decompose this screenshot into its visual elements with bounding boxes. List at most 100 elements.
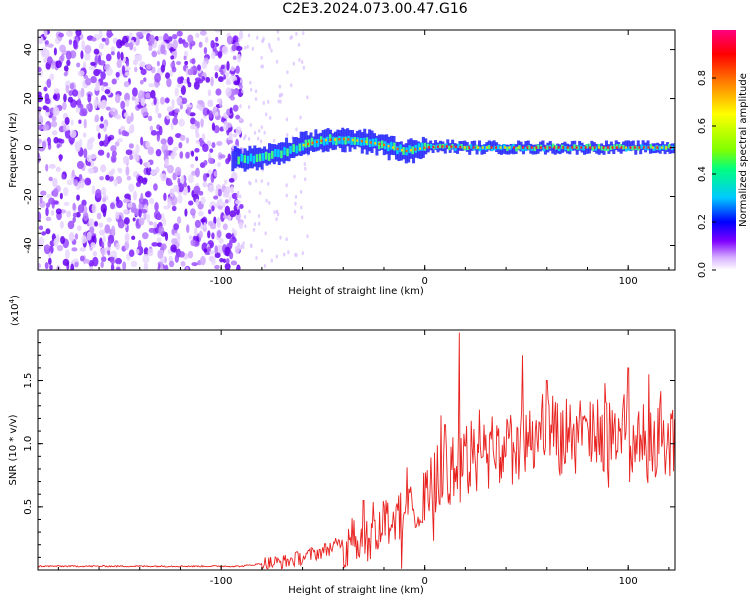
heatmap-cell <box>123 112 129 118</box>
heatmap-cell <box>140 136 144 146</box>
heatmap-cell <box>217 98 222 104</box>
heatmap-ridge-core <box>360 139 363 143</box>
heatmap-cell <box>110 51 115 56</box>
colorbar-label: Normalized spectral amplitude <box>738 73 749 227</box>
heatmap-ridge-core <box>575 146 578 149</box>
heatmap-cell <box>122 155 130 165</box>
heatmap-cell <box>95 188 102 199</box>
heatmap-ridge-outer <box>536 144 540 154</box>
heatmap-cell <box>145 30 153 33</box>
heatmap-ridge-mid <box>597 143 601 149</box>
heatmap-ridge-mid <box>454 146 457 151</box>
heatmap-cell <box>266 99 270 104</box>
heatmap-cell <box>223 187 230 197</box>
heatmap-cell <box>255 256 258 261</box>
heatmap-cell <box>299 115 302 120</box>
heatmap-cell <box>148 83 155 88</box>
heatmap-cell <box>146 166 152 176</box>
heatmap-cell <box>239 84 243 90</box>
heatmap-cell <box>125 60 130 67</box>
heatmap-ridge-outer <box>490 141 494 152</box>
heatmap-cell <box>189 124 197 130</box>
heatmap-cell <box>107 239 112 248</box>
heatmap-ridge-mid <box>313 139 317 148</box>
heatmap-cell <box>97 132 101 140</box>
heatmap-ridge-mid <box>591 146 595 151</box>
heatmap-cell <box>114 93 121 104</box>
heatmap-ridge-mid <box>411 146 414 155</box>
heatmap-ridge-mid <box>600 146 604 151</box>
heatmap-cell <box>246 44 249 49</box>
heatmap-cell <box>115 71 120 78</box>
heatmap-cell <box>158 35 164 41</box>
heatmap-cell <box>65 50 72 61</box>
heatmap-ridge-core <box>499 146 502 149</box>
heatmap-cell <box>140 68 147 76</box>
heatmap-cell <box>222 214 229 219</box>
heatmap-cell <box>221 45 229 55</box>
heatmap-cell <box>186 106 191 116</box>
heatmap-cell <box>82 132 87 138</box>
heatmap-cell <box>77 98 82 108</box>
heatmap-ridge-core <box>638 146 641 149</box>
heatmap-cell <box>168 260 175 268</box>
heatmap-ridge-outer <box>299 131 303 156</box>
heatmap-cell <box>38 211 42 222</box>
heatmap-cell <box>181 97 188 105</box>
heatmap-cell <box>297 42 301 47</box>
heatmap-cell <box>276 30 280 34</box>
heatmap-cell <box>72 212 78 218</box>
heatmap-cell <box>217 188 223 197</box>
heatmap-ridge-mid <box>289 145 292 154</box>
heatmap-cell <box>72 216 76 223</box>
heatmap-cell <box>82 211 89 222</box>
heatmap-cell <box>200 255 206 266</box>
heatmap-cell <box>142 140 147 147</box>
heatmap-cell <box>218 198 223 207</box>
spectrogram-x-label: Height of straight line (km) <box>288 286 424 297</box>
heatmap-ridge-outer <box>639 144 643 155</box>
heatmap-cell <box>240 79 243 84</box>
heatmap-cell <box>79 247 86 252</box>
heatmap-cell <box>235 65 240 74</box>
heatmap-cell <box>106 152 110 159</box>
heatmap-cell <box>170 122 174 131</box>
heatmap-cell <box>74 261 79 268</box>
heatmap-ridge-core <box>463 146 466 149</box>
heatmap-ridge-mid <box>457 143 460 148</box>
heatmap-ridge-mid <box>429 143 433 149</box>
heatmap-cell <box>204 36 209 44</box>
heatmap-cell <box>195 132 200 139</box>
heatmap-cell <box>87 161 91 167</box>
heatmap-cell <box>121 65 126 75</box>
heatmap-ridge-mid <box>371 138 375 147</box>
heatmap-ridge-mid <box>606 146 610 152</box>
spectrogram-frame <box>37 29 676 271</box>
heatmap-cell <box>110 145 117 152</box>
heatmap-ridge-mid <box>619 143 622 149</box>
heatmap-cell <box>205 76 211 83</box>
heatmap-cell <box>64 249 70 260</box>
heatmap-ridge-outer <box>499 145 503 155</box>
heatmap-cell <box>156 237 162 244</box>
heatmap-cell <box>270 48 273 53</box>
heatmap-cell <box>141 177 148 185</box>
heatmap-cell <box>52 177 58 188</box>
heatmap-ridge-core <box>571 146 574 149</box>
heatmap-cell <box>298 57 301 62</box>
heatmap-cell <box>120 100 126 110</box>
heatmap-cell <box>125 99 130 107</box>
heatmap-ridge-mid <box>603 146 607 152</box>
heatmap-ridge-mid <box>298 143 301 152</box>
heatmap-cell <box>42 124 50 131</box>
heatmap-cell <box>105 53 112 62</box>
heatmap-cell <box>108 170 114 177</box>
heatmap-cell <box>299 189 303 194</box>
heatmap-cell <box>115 257 122 265</box>
heatmap-cell <box>224 205 231 216</box>
y-tick-label: 40 <box>23 43 34 56</box>
heatmap-cell <box>175 133 182 139</box>
heatmap-cell <box>98 60 106 66</box>
heatmap-cell <box>187 34 194 43</box>
heatmap-ridge-core <box>517 146 520 149</box>
